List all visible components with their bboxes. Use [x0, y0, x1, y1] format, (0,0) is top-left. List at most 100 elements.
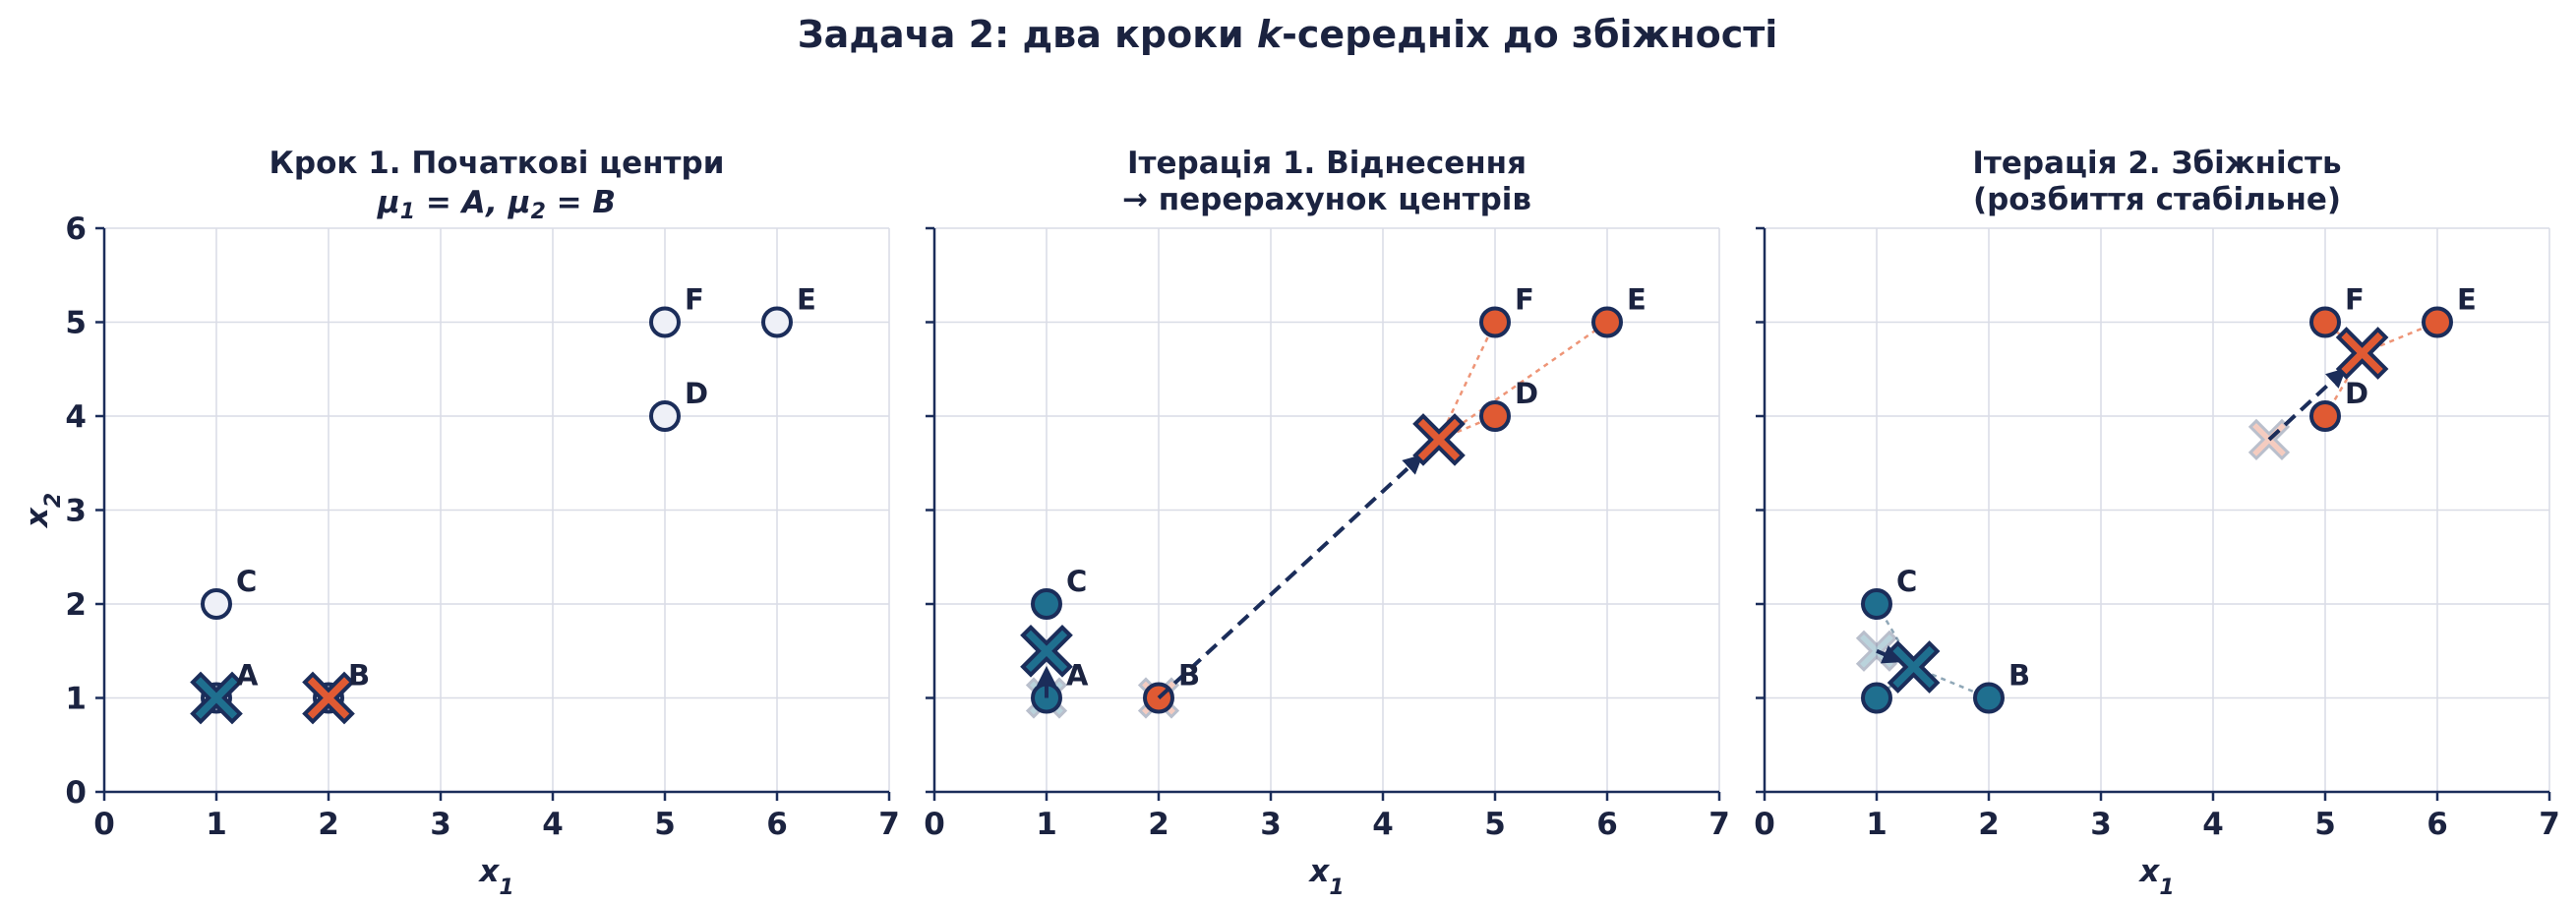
point-label: F: [685, 283, 704, 317]
panel-iteration1: Ітерація 1. Віднесення → перерахунок цен…: [924, 146, 1730, 900]
y-tick-label: 1: [65, 682, 87, 717]
title-subscript: 1: [400, 200, 415, 224]
x-tick-label: 1: [1036, 807, 1057, 842]
x-tick-label: 0: [93, 807, 115, 842]
point-label: C: [1896, 565, 1917, 598]
x-tick-label: 4: [542, 807, 564, 842]
figure-title-suffix: -середніх до збіжності: [1282, 13, 1777, 56]
y-axis-label: x2: [20, 493, 66, 529]
figure-title-prefix: Задача 2: два кроки: [798, 13, 1257, 56]
x-tick-label: 4: [2202, 807, 2224, 842]
figure-title-k: k: [1257, 13, 1285, 56]
previous-centroid-marker: [2247, 418, 2291, 461]
data-point: [761, 306, 793, 338]
figure-title: Задача 2: два кроки k-середніх до збіжно…: [798, 13, 1778, 56]
panel-step1: Крок 1. Початкові центри μ1 = A, μ2 = B …: [20, 146, 900, 900]
title-part: = A,: [415, 185, 509, 220]
y-axis-label-subscript: 2: [41, 493, 66, 508]
data-point: [1973, 682, 2005, 714]
point-label: C: [1066, 565, 1087, 598]
panel-3-title-line1: Ітерація 2. Збіжність: [1972, 146, 2341, 181]
x-tick-label: 0: [924, 807, 945, 842]
centroid-move-arrow: [2267, 367, 2347, 442]
x-tick-label: 7: [878, 807, 900, 842]
point-label: B: [348, 659, 370, 693]
point-label: D: [2345, 377, 2368, 410]
x-tick-label: 3: [2090, 807, 2112, 842]
data-point: [1479, 400, 1511, 432]
panel-3-title-line2: (розбиття стабільне): [1973, 182, 2341, 217]
y-tick-label: 5: [65, 306, 87, 341]
title-part: μ: [377, 185, 400, 220]
x-tick-label: 6: [1596, 807, 1618, 842]
point-label: D: [1515, 377, 1538, 410]
point-label: F: [1515, 283, 1534, 317]
centroid-move-arrow: [1157, 453, 1423, 699]
panel-2-title-line1: Ітерація 1. Віднесення: [1127, 146, 1527, 181]
data-point: [649, 400, 681, 432]
point-label: A: [236, 659, 259, 693]
point-label: A: [1066, 659, 1089, 693]
data-point: [2309, 400, 2341, 432]
x-tick-label: 5: [1484, 807, 1506, 842]
centroid-marker: [1412, 413, 1466, 466]
point-label: C: [236, 565, 257, 598]
x-tick-label: 1: [206, 807, 227, 842]
point-label: F: [2345, 283, 2365, 317]
x-axis-label-subscript: 1: [1329, 876, 1344, 900]
data-point: [1591, 306, 1623, 338]
x-tick-label: 2: [318, 807, 339, 842]
data-point: [1861, 682, 1892, 714]
data-point: [2309, 306, 2341, 338]
centroid-marker: [1887, 640, 1941, 694]
panel-iteration2: Ітерація 2. Збіжність (розбиття стабільн…: [1754, 146, 2560, 900]
title-part: = B: [546, 185, 616, 220]
panel-2-title-line2: → перерахунок центрів: [1122, 182, 1531, 217]
x-tick-label: 5: [2314, 807, 2336, 842]
y-tick-label: 2: [65, 587, 87, 623]
point-label: E: [797, 283, 816, 317]
assignment-link: [1438, 321, 1608, 441]
point-label: E: [2457, 283, 2477, 317]
centroid-marker: [302, 671, 355, 725]
data-point: [1479, 306, 1511, 338]
title-part: μ: [508, 185, 531, 220]
x-tick-label: 3: [430, 807, 451, 842]
x-tick-label: 7: [2539, 807, 2560, 842]
y-tick-label: 3: [65, 494, 87, 529]
x-axis-label-subscript: 1: [2159, 876, 2174, 900]
point-label: B: [2008, 659, 2030, 693]
point-label: B: [1178, 659, 1200, 693]
x-axis-label: x1: [1307, 854, 1344, 900]
x-tick-label: 6: [2426, 807, 2448, 842]
data-point: [2422, 306, 2453, 338]
panel-1-title-line1: Крок 1. Початкові центри: [270, 146, 725, 181]
centroid-marker: [1020, 624, 1073, 678]
panel-1-title-line2: μ1 = A, μ2 = B: [377, 185, 616, 224]
x-axis-label: x1: [2137, 854, 2174, 900]
title-subscript: 2: [531, 200, 546, 224]
centroid-move-arrow: [1876, 644, 1903, 664]
x-tick-label: 1: [1866, 807, 1887, 842]
x-tick-label: 2: [1148, 807, 1169, 842]
x-axis-label-subscript: 1: [499, 876, 513, 900]
x-axis-label: x1: [477, 854, 513, 900]
x-tick-label: 7: [1708, 807, 1730, 842]
x-tick-label: 2: [1978, 807, 2000, 842]
x-tick-label: 6: [766, 807, 788, 842]
data-point: [201, 588, 232, 620]
y-tick-label: 6: [65, 211, 87, 247]
x-tick-label: 4: [1372, 807, 1394, 842]
point-label: E: [1627, 283, 1647, 317]
centroid-marker: [190, 671, 243, 725]
y-tick-label: 4: [65, 399, 87, 435]
data-point: [1861, 588, 1892, 620]
centroid-marker: [2335, 327, 2389, 380]
x-tick-label: 3: [1260, 807, 1282, 842]
data-point: [1031, 588, 1062, 620]
data-point: [649, 306, 681, 338]
y-tick-label: 0: [65, 775, 87, 811]
x-tick-label: 5: [654, 807, 676, 842]
point-label: D: [685, 377, 708, 410]
